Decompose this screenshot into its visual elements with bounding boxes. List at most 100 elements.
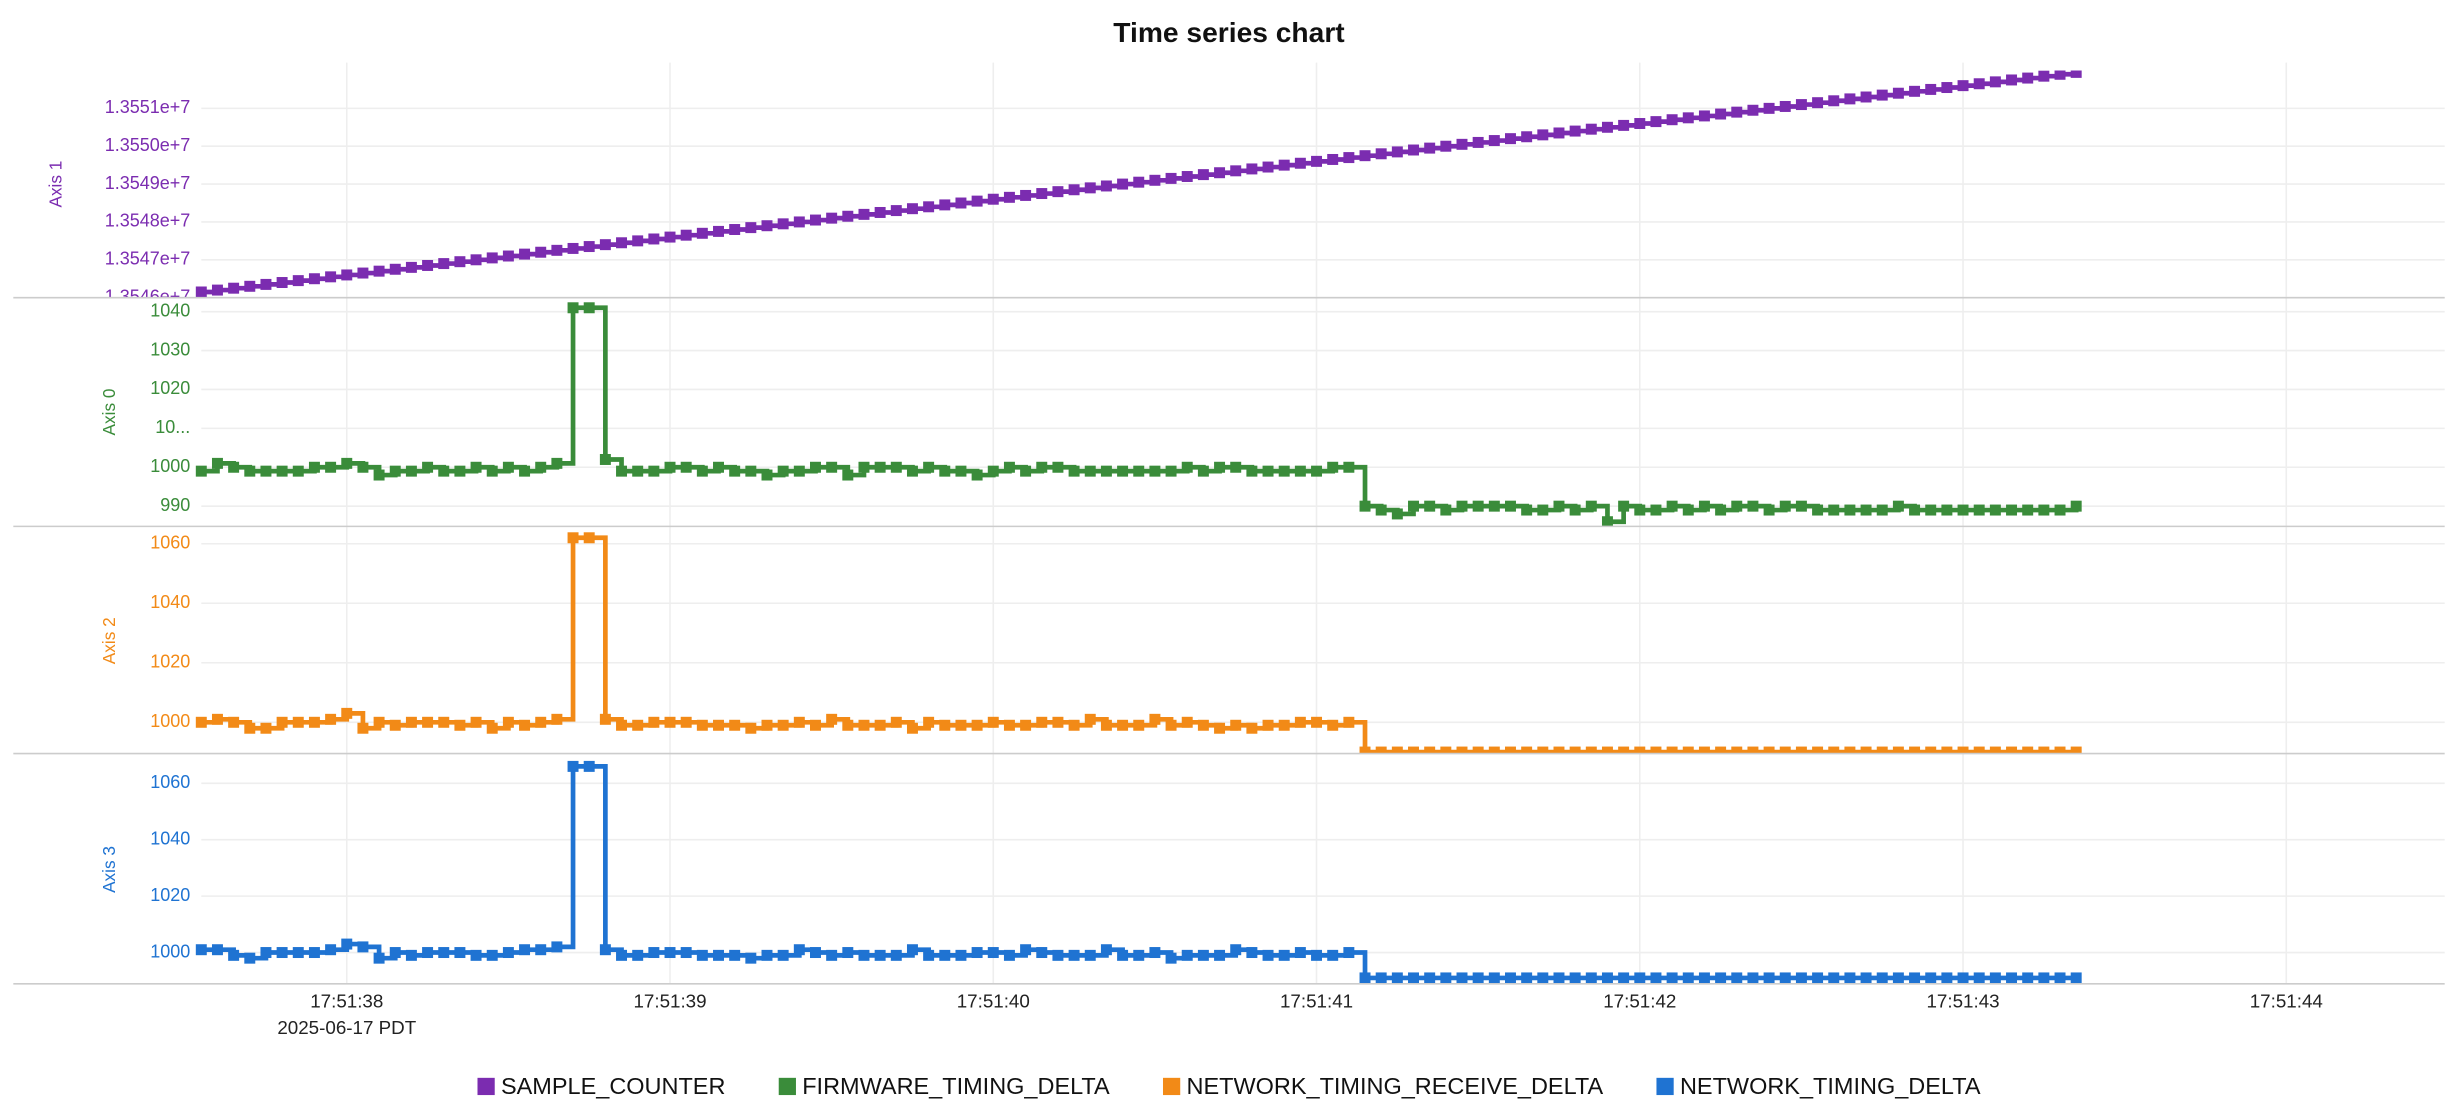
marker <box>761 220 773 232</box>
chart-title: Time series chart <box>1113 16 1345 48</box>
marker <box>713 719 724 731</box>
marker <box>680 716 692 728</box>
marker <box>1618 972 1630 984</box>
marker <box>583 532 595 544</box>
marker <box>2070 70 2082 78</box>
marker <box>1165 719 1177 731</box>
marker <box>2022 504 2034 516</box>
marker <box>842 947 854 959</box>
marker <box>1989 746 2001 754</box>
marker <box>793 216 805 228</box>
marker <box>1020 465 1032 477</box>
marker <box>1925 504 1937 516</box>
marker <box>389 263 401 275</box>
marker <box>1941 82 1953 94</box>
marker <box>438 716 450 728</box>
marker <box>422 716 434 728</box>
marker <box>1488 972 1500 984</box>
marker <box>502 716 514 728</box>
marker <box>1052 716 1064 728</box>
marker <box>1020 944 1032 956</box>
marker <box>1537 129 1549 141</box>
panel: 1000 1020 1040 1060 <box>150 760 2445 984</box>
y-tick-label: 1020 <box>150 378 190 398</box>
marker <box>1666 114 1678 126</box>
marker <box>373 469 385 481</box>
marker <box>195 944 207 956</box>
marker <box>1779 100 1791 112</box>
marker <box>1957 80 1969 92</box>
marker <box>325 461 337 473</box>
marker <box>1860 746 1872 754</box>
marker <box>1601 121 1613 133</box>
marker <box>971 947 983 959</box>
marker <box>260 278 272 290</box>
marker <box>1763 102 1775 114</box>
marker <box>1262 161 1274 173</box>
marker <box>244 722 256 734</box>
marker <box>1230 165 1242 177</box>
legend-swatch <box>1656 1077 1674 1096</box>
marker <box>486 949 498 961</box>
marker <box>1359 972 1371 984</box>
marker <box>1747 104 1759 116</box>
marker <box>1424 142 1436 154</box>
marker <box>987 716 999 728</box>
marker <box>1375 746 1387 754</box>
marker <box>1763 746 1775 754</box>
axis-label: Axis 1 <box>46 161 66 208</box>
legend-label: NETWORK_TIMING_RECEIVE_DELTA <box>1186 1073 1603 1099</box>
marker <box>858 719 870 731</box>
marker <box>777 719 789 731</box>
marker <box>389 465 401 477</box>
marker <box>1456 972 1468 984</box>
marker <box>923 201 935 213</box>
y-tick-label: 1040 <box>150 300 190 320</box>
marker <box>632 465 644 477</box>
marker <box>1844 972 1856 984</box>
marker <box>1456 138 1468 150</box>
marker <box>1327 153 1339 165</box>
marker <box>1634 118 1646 129</box>
y-tick-label: 10... <box>155 417 190 437</box>
marker <box>1181 949 1193 961</box>
marker <box>1133 176 1145 188</box>
legend-swatch <box>477 1077 495 1096</box>
marker <box>1682 112 1694 124</box>
marker <box>1521 131 1533 143</box>
marker <box>810 214 821 226</box>
marker <box>793 716 805 728</box>
marker <box>1020 189 1032 201</box>
marker <box>1779 972 1791 984</box>
marker <box>2070 500 2082 512</box>
marker <box>1003 461 1015 473</box>
marker <box>1860 91 1872 103</box>
marker <box>1262 949 1274 961</box>
marker <box>583 241 595 253</box>
marker <box>1165 172 1177 184</box>
marker <box>567 532 579 544</box>
marker <box>1214 722 1226 734</box>
step-line <box>201 764 2077 981</box>
y-tick-label: 990 <box>160 495 190 515</box>
y-tick-label: 1020 <box>150 652 190 672</box>
marker <box>955 949 967 961</box>
marker <box>616 719 628 731</box>
marker <box>1941 972 1953 984</box>
marker <box>696 949 708 961</box>
marker <box>308 947 320 959</box>
marker <box>1246 163 1258 175</box>
legend-item: SAMPLE_COUNTER <box>477 1073 725 1099</box>
marker <box>842 469 854 481</box>
marker <box>1892 746 1904 754</box>
x-tick-label: 17:51:39 <box>633 991 706 1012</box>
y-tick-label: 1000 <box>150 711 190 731</box>
marker <box>292 947 304 959</box>
marker <box>1003 719 1015 731</box>
marker <box>422 461 434 473</box>
marker <box>1230 719 1242 731</box>
marker <box>1133 719 1145 731</box>
marker <box>260 947 272 959</box>
marker <box>1925 746 1937 754</box>
marker <box>519 465 531 477</box>
